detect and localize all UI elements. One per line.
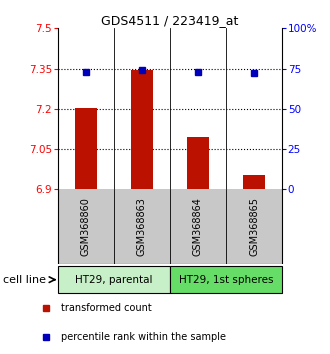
Bar — [187, 137, 209, 189]
FancyBboxPatch shape — [58, 266, 170, 293]
Text: GSM368860: GSM368860 — [81, 197, 91, 256]
Bar — [131, 70, 153, 189]
Bar — [75, 108, 97, 189]
Bar — [243, 175, 265, 189]
Text: cell line: cell line — [3, 275, 46, 285]
Text: GSM368863: GSM368863 — [137, 197, 147, 256]
Text: GSM368864: GSM368864 — [193, 197, 203, 256]
FancyBboxPatch shape — [170, 266, 282, 293]
Text: HT29, 1st spheres: HT29, 1st spheres — [179, 275, 273, 285]
Text: transformed count: transformed count — [60, 303, 151, 313]
Text: GSM368865: GSM368865 — [249, 197, 259, 256]
Text: HT29, parental: HT29, parental — [75, 275, 152, 285]
Text: percentile rank within the sample: percentile rank within the sample — [60, 332, 225, 342]
Title: GDS4511 / 223419_at: GDS4511 / 223419_at — [101, 14, 239, 27]
